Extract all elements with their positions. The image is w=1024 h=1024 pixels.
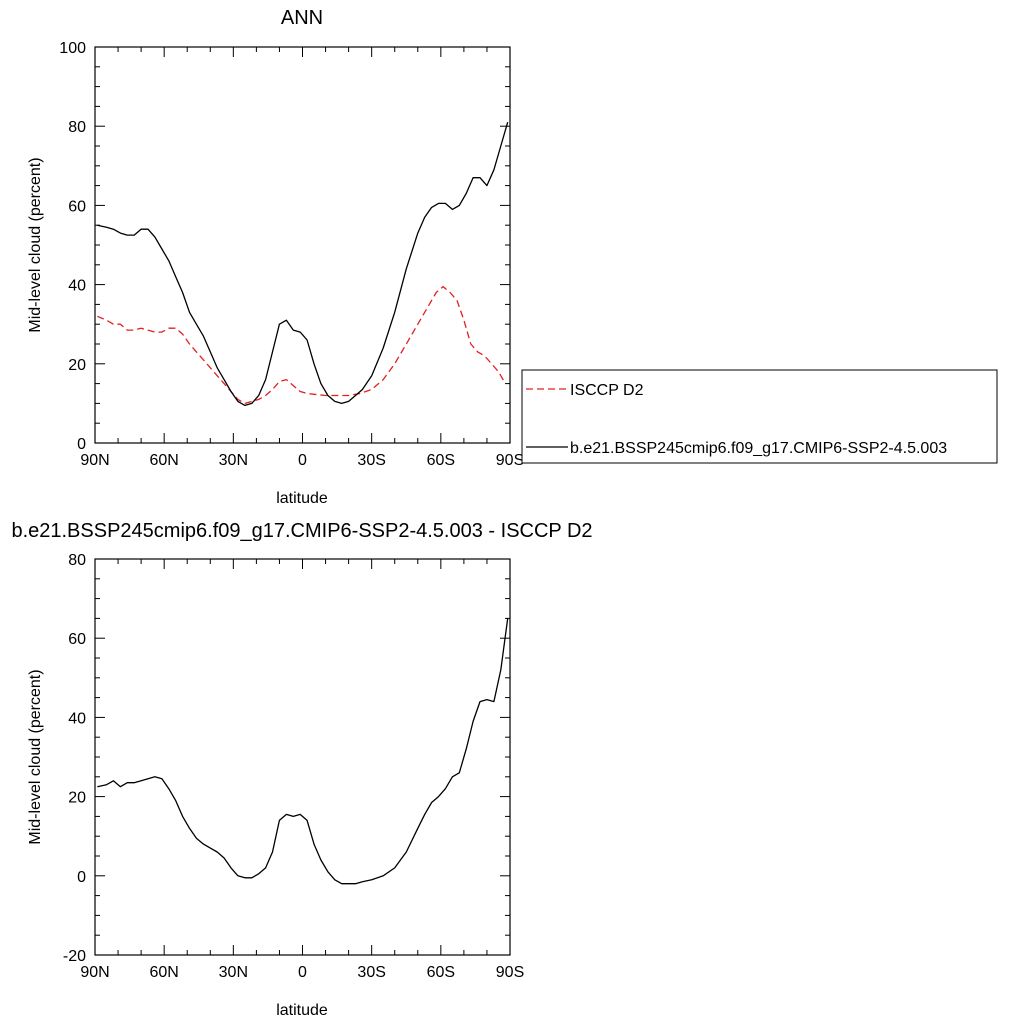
top-series-lines — [97, 122, 509, 407]
top-chart-title: ANN — [281, 7, 323, 29]
bottom-y-tick-label: 0 — [77, 869, 86, 886]
bottom-x-tick-label: 90S — [496, 964, 524, 981]
top-x-tick-label: 60S — [427, 452, 455, 469]
top-x-tick-label: 0 — [298, 452, 307, 469]
bottom-x-tick-label: 60N — [149, 964, 178, 981]
bottom-y-tick-label: 80 — [68, 552, 86, 569]
top-y-tick-label: 80 — [68, 119, 86, 136]
top-y-tick-label: 40 — [68, 278, 86, 295]
top-x-tick-label: 90S — [496, 452, 524, 469]
legend: ISCCP D2 b.e21.BSSP245cmip6.f09_g17.CMIP… — [521, 369, 998, 464]
top-ticks — [94, 46, 511, 444]
bottom-series-lines — [97, 618, 509, 885]
top-x-tick-label: 30N — [219, 452, 248, 469]
bottom-y-tick-label: -20 — [63, 948, 86, 965]
bottom-y-tick-labels: -20 0 20 40 60 80 — [63, 552, 86, 965]
legend-label-isccp: ISCCP D2 — [570, 382, 644, 399]
bottom-x-tick-label: 0 — [298, 964, 307, 981]
top-x-tick-labels: 90N 60N 30N 0 30S 60S 90S — [80, 452, 524, 469]
top-x-axis-label: latitude — [276, 490, 328, 507]
top-panel: ANN 90N 60N 30N 0 30S 60S 90S 0 20 40 60 80 100 lat… — [27, 7, 524, 507]
top-series-line-1 — [97, 122, 509, 407]
bottom-y-tick-label: 40 — [68, 710, 86, 727]
top-series-line-0 — [97, 285, 506, 405]
bottom-x-tick-label: 90N — [80, 964, 109, 981]
bottom-panel: b.e21.BSSP245cmip6.f09_g17.CMIP6-SSP2-4.… — [11, 520, 592, 1019]
legend-box — [521, 369, 998, 464]
top-y-tick-label: 0 — [77, 436, 86, 453]
bottom-ticks — [94, 558, 511, 956]
bottom-x-tick-label: 60S — [427, 964, 455, 981]
bottom-x-tick-labels: 90N 60N 30N 0 30S 60S 90S — [80, 964, 524, 981]
bottom-x-tick-label: 30N — [219, 964, 248, 981]
bottom-y-tick-label: 60 — [68, 631, 86, 648]
legend-label-model: b.e21.BSSP245cmip6.f09_g17.CMIP6-SSP2-4.… — [570, 440, 947, 457]
bottom-series-line-0 — [97, 618, 509, 885]
top-y-tick-label: 100 — [59, 40, 86, 57]
bottom-y-axis-label: Mid-level cloud (percent) — [27, 669, 44, 844]
bottom-x-axis-label: latitude — [276, 1002, 328, 1019]
top-x-tick-label: 30S — [357, 452, 385, 469]
top-y-tick-label: 20 — [68, 357, 86, 374]
bottom-chart-title: b.e21.BSSP245cmip6.f09_g17.CMIP6-SSP2-4.… — [11, 520, 592, 542]
top-y-tick-label: 60 — [68, 198, 86, 215]
top-plot-frame — [94, 46, 511, 444]
bottom-x-tick-label: 30S — [357, 964, 385, 981]
bottom-plot-frame — [94, 558, 511, 956]
bottom-y-tick-label: 20 — [68, 790, 86, 807]
top-y-tick-labels: 0 20 40 60 80 100 — [59, 40, 86, 453]
top-x-tick-label: 60N — [149, 452, 178, 469]
top-y-axis-label: Mid-level cloud (percent) — [27, 157, 44, 332]
top-x-tick-label: 90N — [80, 452, 109, 469]
